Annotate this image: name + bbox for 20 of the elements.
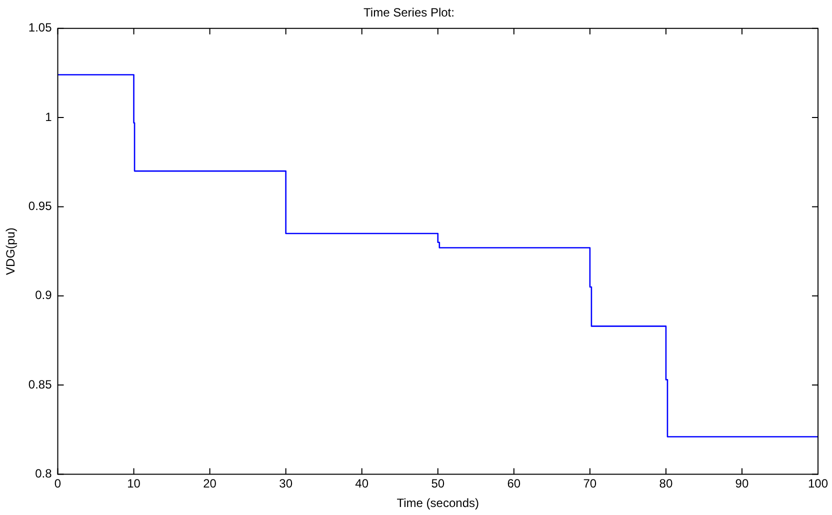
x-tick-label: 80 (659, 476, 673, 491)
x-tick-label: 50 (431, 476, 445, 491)
x-tick-label: 100 (808, 476, 828, 491)
y-tick-label: 0.9 (35, 288, 52, 302)
y-tick-label: 1.05 (28, 20, 52, 35)
x-tick-label: 30 (279, 476, 293, 491)
x-axis-title: Time (seconds) (396, 496, 480, 510)
x-tick-label: 90 (735, 476, 749, 491)
chart-title: Time Series Plot: (364, 6, 454, 20)
y-tick-label: 0.85 (28, 377, 52, 392)
x-tick-label: 10 (127, 476, 141, 491)
y-tick-label: 0.95 (28, 199, 52, 214)
y-tick-label: 0.8 (35, 466, 52, 481)
x-tick-label: 60 (507, 476, 521, 491)
x-tick-label: 0 (54, 476, 62, 491)
y-axis-title: VDG(pu) (4, 228, 18, 275)
x-tick-label: 20 (203, 476, 217, 491)
x-tick-label: 40 (355, 476, 369, 491)
y-tick-label: 1 (45, 110, 52, 124)
x-tick-label: 70 (583, 476, 597, 491)
